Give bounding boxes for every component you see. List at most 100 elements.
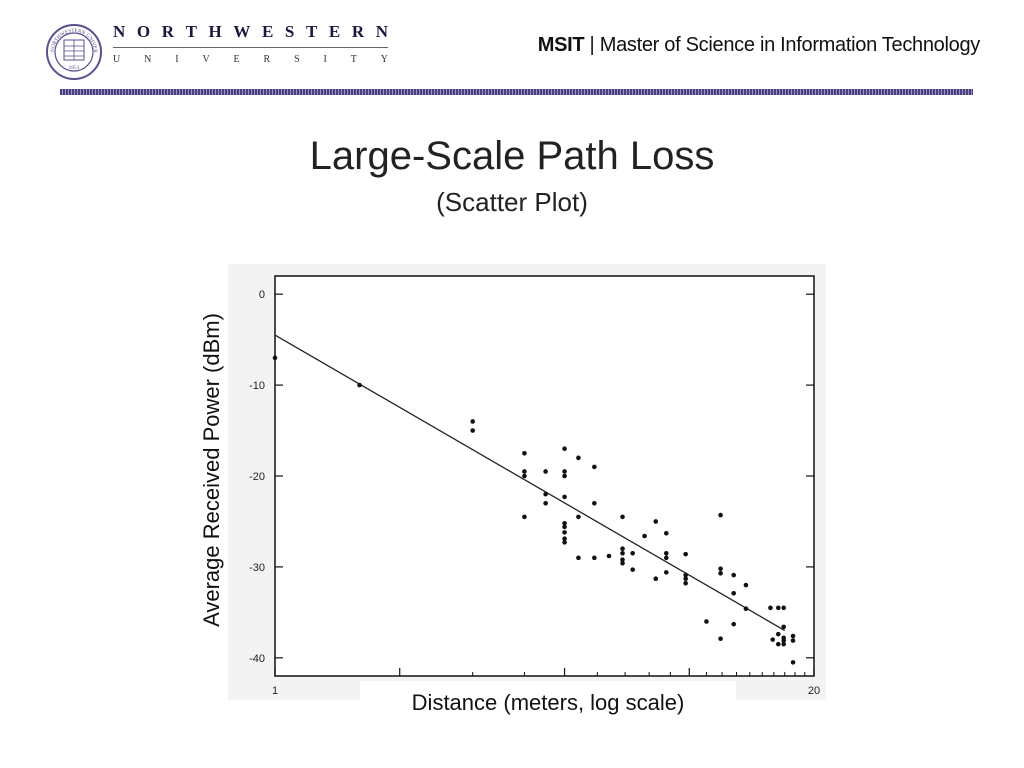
slide-subtitle: (Scatter Plot) <box>436 187 588 217</box>
data-point <box>781 641 786 647</box>
wordmark-letter: I <box>175 54 179 65</box>
data-point <box>775 641 781 647</box>
wordmark-rule <box>113 47 388 48</box>
wordmark-letter: I <box>323 54 327 65</box>
wordmark-letter: R <box>263 54 271 65</box>
data-point <box>543 469 548 474</box>
data-point <box>731 590 737 596</box>
data-point <box>576 555 581 561</box>
wordmark-letter: R <box>351 22 365 41</box>
wordmark-letter: V <box>202 54 210 65</box>
wordmark-letter: N <box>113 22 126 41</box>
program-separator: | <box>589 34 595 56</box>
x-tick-label: 1 <box>272 685 278 697</box>
y-tick-label: -10 <box>249 380 265 392</box>
y-tick-label: -20 <box>249 471 265 483</box>
wordmark-letter: T <box>305 22 318 41</box>
data-point <box>768 605 773 611</box>
data-point <box>683 572 688 578</box>
wordmark-letter: T <box>350 54 357 65</box>
data-point <box>790 638 796 643</box>
wordmark-letter: N <box>144 54 152 65</box>
data-point <box>770 637 776 642</box>
data-point <box>683 580 688 586</box>
data-point <box>522 450 527 456</box>
wordmark-letter: W <box>233 22 251 41</box>
data-point <box>522 514 527 520</box>
seal-year: 1851 <box>69 65 80 71</box>
scatter-plot: 12510200-10-20-30-40 <box>249 275 820 697</box>
program-header: MSIT | Master of Science in Information … <box>537 34 981 57</box>
data-point <box>775 631 781 637</box>
data-point <box>781 605 786 611</box>
data-point <box>718 636 723 642</box>
wordmark-letter: Y <box>380 54 388 65</box>
x-axis-label: Distance (meters, log scale) <box>360 681 736 725</box>
data-point <box>592 464 597 470</box>
program-abbr: MSIT <box>537 34 585 56</box>
data-point <box>562 524 567 530</box>
data-point <box>576 514 581 520</box>
wordmark-letter: O <box>136 22 151 41</box>
data-point <box>620 514 625 520</box>
y-tick-label: -40 <box>249 653 265 665</box>
data-point <box>630 550 635 556</box>
wordmark-letter: S <box>284 22 295 41</box>
data-point <box>620 550 625 556</box>
data-point <box>663 570 669 575</box>
wordmark-letter: E <box>261 22 274 41</box>
data-point <box>562 520 567 526</box>
data-point <box>781 638 786 643</box>
program-name: Master of Science in Information Technol… <box>599 34 981 56</box>
data-point <box>731 572 737 578</box>
wordmark-letter: T <box>185 22 197 41</box>
data-point <box>592 555 597 561</box>
data-point <box>731 621 737 627</box>
wordmark-letter: E <box>233 54 240 65</box>
data-point <box>470 428 475 433</box>
data-point <box>790 633 796 639</box>
data-point <box>543 491 548 497</box>
data-point <box>576 455 581 461</box>
data-point <box>592 500 597 506</box>
data-point <box>663 550 669 556</box>
data-point <box>718 512 723 518</box>
wordmark-letter: H <box>208 22 222 41</box>
wordmark-letter: U <box>113 54 121 65</box>
data-point <box>743 582 749 588</box>
data-point <box>562 469 567 474</box>
data-point <box>663 555 669 561</box>
data-point <box>718 570 723 576</box>
data-point <box>663 530 669 536</box>
data-point <box>562 540 567 545</box>
data-point <box>781 624 786 630</box>
x-tick-label: 20 <box>808 685 820 697</box>
y-tick-label: -30 <box>249 562 265 574</box>
data-point <box>620 546 625 552</box>
data-point <box>606 553 612 559</box>
y-tick-label: 0 <box>259 289 265 301</box>
data-point <box>470 419 475 424</box>
data-point <box>562 446 567 452</box>
data-point <box>357 382 362 388</box>
data-point <box>683 576 688 582</box>
wordmark-letter: N <box>375 22 388 41</box>
data-point <box>790 660 796 665</box>
data-point <box>522 473 527 479</box>
data-point <box>620 557 625 562</box>
data-point <box>562 473 567 479</box>
data-point <box>562 530 567 535</box>
data-point <box>718 566 723 572</box>
data-point <box>562 494 567 500</box>
y-axis-label: Average Received Power (dBm) <box>199 313 224 627</box>
data-point <box>683 551 688 557</box>
data-point <box>272 355 278 361</box>
slide-title: Large-Scale Path Loss <box>309 134 715 178</box>
wordmark-letter: R <box>161 22 174 41</box>
